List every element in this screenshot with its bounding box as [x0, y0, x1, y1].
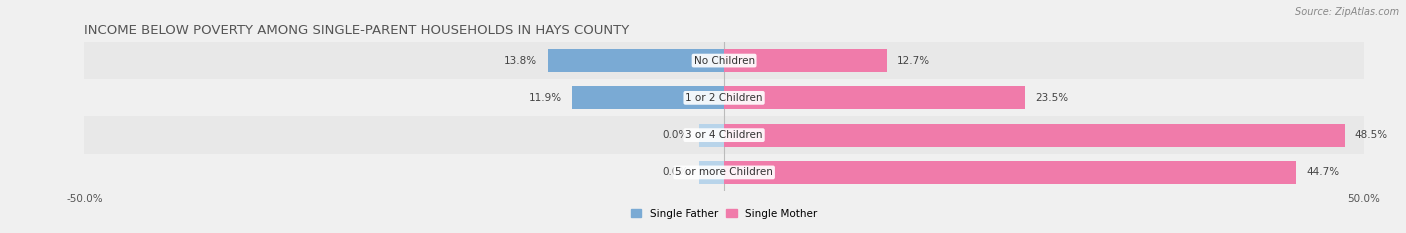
Bar: [724, 161, 1296, 184]
Text: 23.5%: 23.5%: [1035, 93, 1069, 103]
Text: 48.5%: 48.5%: [1355, 130, 1388, 140]
Bar: [547, 49, 724, 72]
Text: 1 or 2 Children: 1 or 2 Children: [685, 93, 763, 103]
Bar: [84, 42, 1364, 79]
Bar: [724, 86, 1025, 110]
Text: 0.0%: 0.0%: [662, 168, 689, 177]
Bar: [699, 123, 724, 147]
Text: 12.7%: 12.7%: [897, 56, 929, 65]
Bar: [572, 86, 724, 110]
Text: 0.0%: 0.0%: [662, 130, 689, 140]
Text: 11.9%: 11.9%: [529, 93, 561, 103]
Text: 13.8%: 13.8%: [505, 56, 537, 65]
Bar: [84, 154, 1364, 191]
Text: No Children: No Children: [693, 56, 755, 65]
Text: 44.7%: 44.7%: [1306, 168, 1340, 177]
Bar: [724, 123, 1344, 147]
Bar: [724, 49, 887, 72]
Legend: Single Father, Single Mother: Single Father, Single Mother: [631, 209, 817, 219]
Text: Source: ZipAtlas.com: Source: ZipAtlas.com: [1295, 7, 1399, 17]
Bar: [699, 161, 724, 184]
Text: 3 or 4 Children: 3 or 4 Children: [685, 130, 763, 140]
Bar: [84, 116, 1364, 154]
Text: INCOME BELOW POVERTY AMONG SINGLE-PARENT HOUSEHOLDS IN HAYS COUNTY: INCOME BELOW POVERTY AMONG SINGLE-PARENT…: [84, 24, 630, 37]
Text: 5 or more Children: 5 or more Children: [675, 168, 773, 177]
Bar: [84, 79, 1364, 116]
